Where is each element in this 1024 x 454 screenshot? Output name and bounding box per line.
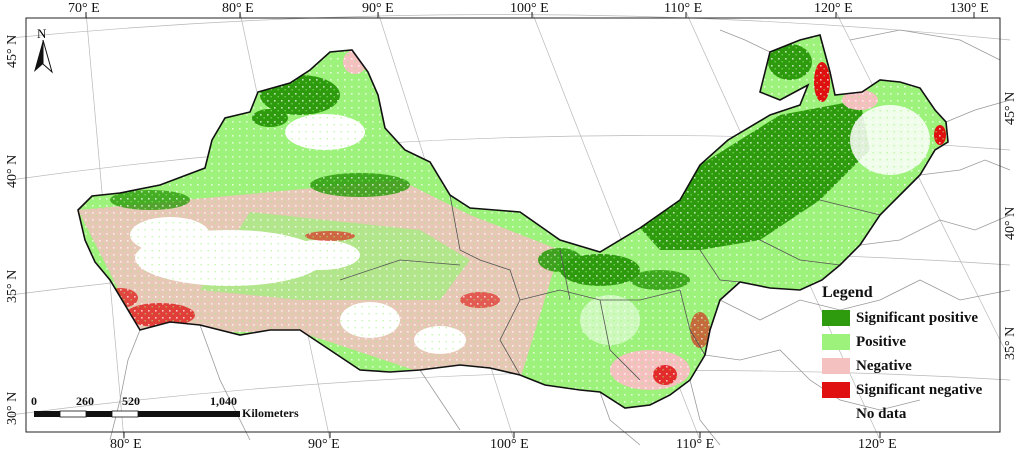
legend-swatch: [822, 310, 850, 326]
legend-label: Significant positive: [856, 309, 979, 326]
left-label-45n: 45° N: [5, 34, 20, 68]
legend-item: Negative: [822, 354, 1018, 378]
legend-label: Significant negative: [856, 381, 983, 398]
legend-item: Positive: [822, 330, 1018, 354]
left-label-35n: 35° N: [5, 269, 20, 303]
north-arrow-icon: [34, 40, 53, 74]
legend-swatch: [822, 334, 850, 350]
neat-line: [25, 17, 1001, 433]
top-label-110e: 110° E: [664, 1, 703, 16]
right-label-40n: 40° N: [1003, 206, 1018, 240]
right-label-45n: 45° N: [1003, 91, 1018, 125]
scale-tick-520: 520: [122, 394, 140, 408]
top-label-100e: 100° E: [510, 1, 549, 16]
internal-borders: [339, 194, 881, 381]
legend-item: No data: [822, 402, 1018, 426]
legend-swatch: [822, 406, 850, 422]
top-label-130e: 130° E: [950, 1, 989, 16]
scale-bar-graphic: [34, 410, 240, 418]
scale-unit: Kilometers: [242, 406, 299, 420]
legend: Legend Significant positive Positive Negat…: [822, 284, 1018, 426]
left-label-30n: 30° N: [5, 391, 20, 425]
legend-swatch: [822, 382, 850, 398]
scale-tick-1040: 1,040: [210, 394, 237, 408]
legend-title: Legend: [822, 284, 873, 301]
bottom-label-110e: 110° E: [676, 437, 715, 452]
region-outline: [77, 34, 949, 409]
scale-bar: 0 260 520 1,040 Kilometers: [31, 394, 314, 426]
legend-label: Negative: [856, 357, 912, 374]
scale-tick-260: 260: [76, 394, 94, 408]
top-label-70e: 70° E: [68, 1, 100, 16]
bottom-label-100e: 100° E: [490, 437, 529, 452]
scale-tick-0: 0: [31, 394, 37, 408]
legend-item: Significant negative: [822, 378, 1018, 402]
north-label: N: [37, 26, 47, 41]
legend-swatch: [822, 358, 850, 374]
bottom-label-90e: 90° E: [308, 437, 340, 452]
legend-label: No data: [856, 405, 907, 422]
legend-label: Positive: [856, 333, 906, 350]
bottom-label-80e: 80° E: [110, 437, 142, 452]
left-label-40n: 40° N: [5, 154, 20, 188]
top-label-120e: 120° E: [814, 1, 853, 16]
tick-marks: [85, 12, 975, 438]
bottom-label-120e: 120° E: [858, 437, 897, 452]
top-label-90e: 90° E: [362, 1, 394, 16]
legend-item: Significant positive: [822, 306, 1018, 330]
north-arrow: N: [32, 26, 54, 76]
outside-borders: [109, 29, 1011, 446]
top-label-80e: 80° E: [222, 1, 254, 16]
